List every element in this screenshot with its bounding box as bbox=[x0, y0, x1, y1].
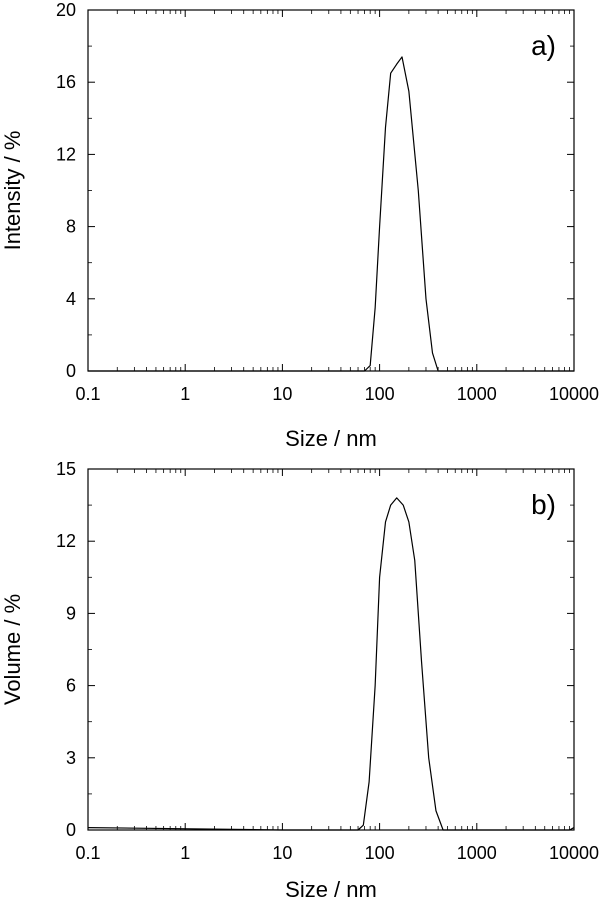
panel-label: a) bbox=[531, 30, 556, 61]
x-axis-title: Size / nm bbox=[285, 877, 377, 902]
y-tick-label: 9 bbox=[66, 603, 76, 623]
panel-label: b) bbox=[531, 489, 556, 520]
plot-frame bbox=[87, 468, 575, 831]
panel-a: 0.1 1 10 100 1000 10000 0 4 8 12 16 20 Size / nm Inte… bbox=[0, 0, 599, 451]
y-axis-title: Intensity / % bbox=[0, 131, 25, 251]
x-tick-label: 10000 bbox=[549, 384, 599, 404]
y-tick-label: 6 bbox=[66, 676, 76, 696]
y-tick-label: 0 bbox=[66, 361, 76, 381]
y-tick-label: 15 bbox=[56, 459, 76, 479]
x-tick-label: 1 bbox=[180, 843, 190, 863]
y-tick-label: 20 bbox=[56, 0, 76, 20]
x-tick-label: 10 bbox=[272, 843, 292, 863]
x-tick-label: 0.1 bbox=[75, 843, 100, 863]
series-line bbox=[88, 56, 574, 372]
y-tick-label: 8 bbox=[66, 217, 76, 237]
x-tick-label: 1 bbox=[180, 384, 190, 404]
x-tick-label: 0.1 bbox=[75, 384, 100, 404]
plot-frame bbox=[87, 9, 575, 372]
x-axis-title: Size / nm bbox=[285, 426, 377, 451]
y-tick-label: 0 bbox=[66, 820, 76, 840]
panel-b: 0.1 1 10 100 1000 10000 0 3 6 9 12 15 Size / nm Volum… bbox=[0, 459, 599, 902]
y-axis-title: Volume / % bbox=[0, 594, 25, 705]
x-tick-label: 100 bbox=[365, 384, 395, 404]
series-line bbox=[87, 497, 575, 831]
y-tick-label: 16 bbox=[56, 72, 76, 92]
x-tick-label: 10000 bbox=[549, 843, 599, 863]
y-tick-label: 12 bbox=[56, 531, 76, 551]
y-tick-label: 12 bbox=[56, 144, 76, 164]
x-tick-label: 1000 bbox=[457, 843, 497, 863]
y-tick-label: 4 bbox=[66, 289, 76, 309]
x-tick-label: 1000 bbox=[457, 384, 497, 404]
x-tick-label: 100 bbox=[365, 843, 395, 863]
x-tick-label: 10 bbox=[272, 384, 292, 404]
y-tick-label: 3 bbox=[66, 748, 76, 768]
